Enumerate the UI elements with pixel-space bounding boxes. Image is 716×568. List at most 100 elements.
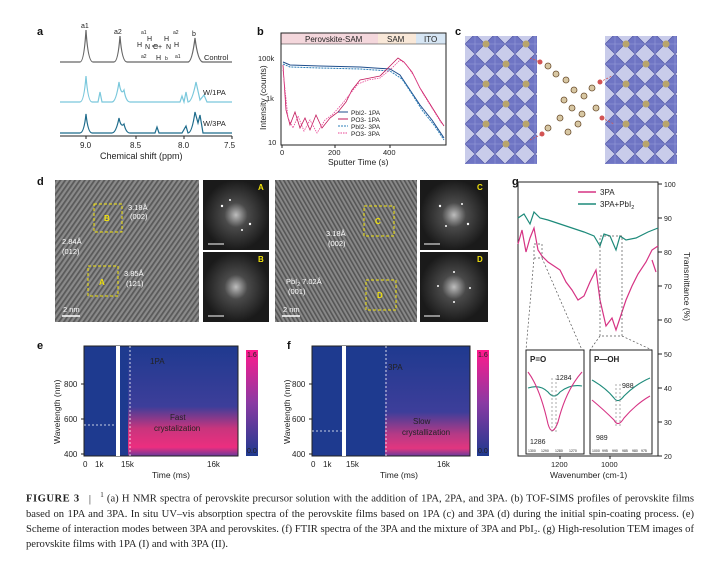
tem2-plane-1: (002) bbox=[328, 239, 346, 248]
fft-b bbox=[203, 252, 269, 322]
e-xtick-16k: 16k bbox=[207, 460, 221, 469]
ftir-ytick-60: 60 bbox=[664, 318, 672, 325]
nmr-xtick-85: 8.5 bbox=[130, 141, 142, 150]
roi-label-d: D bbox=[377, 291, 383, 300]
inset-po-tick-2: 1290 bbox=[541, 449, 549, 453]
inset-po-tick-4: 1270 bbox=[569, 449, 577, 453]
perovskite-block-right bbox=[605, 36, 677, 164]
panel-label-g: g bbox=[512, 176, 519, 188]
tem2-scale: 2 nm bbox=[283, 305, 300, 314]
e-cbar-min: 0.0 bbox=[247, 448, 257, 455]
fa-structure: a1 H H a2 H N C+ N H H b a2 a1 bbox=[137, 30, 181, 62]
region-perovskite-sam bbox=[281, 33, 378, 44]
e-annotation-1: Fast bbox=[170, 413, 186, 422]
perovskite-block-left bbox=[465, 36, 537, 164]
tem-image-3pa bbox=[275, 180, 417, 322]
caption-superscript: 1 bbox=[100, 491, 104, 499]
e-xtick-1k: 1k bbox=[95, 460, 104, 469]
ftir-legend-mix: 3PA+PbI2 bbox=[600, 200, 634, 211]
nmr-control-trace bbox=[60, 29, 232, 63]
nmr-label-1pa: W/1PA bbox=[203, 88, 226, 97]
f-ytick-400: 400 bbox=[292, 450, 306, 459]
e-ylabel: Wavelength (nm) bbox=[52, 379, 62, 444]
inset-poh-tick-4: 985 bbox=[622, 449, 628, 453]
inset-poh-tick-1: 1000 bbox=[592, 449, 600, 453]
panel-label-d: d bbox=[37, 176, 44, 188]
caption-separator: | bbox=[88, 493, 92, 505]
tem-image-1pa bbox=[55, 180, 199, 322]
ftir-legend-3pa: 3PA bbox=[600, 188, 615, 197]
ftir-ytick-100: 100 bbox=[664, 182, 676, 189]
f-ytick-800: 800 bbox=[292, 380, 306, 389]
ftir-ytick-40: 40 bbox=[664, 386, 672, 393]
inset-poh-v1: 988 bbox=[622, 383, 634, 390]
struct-a1-left: a1 bbox=[141, 30, 147, 36]
f-xtick-16k: 16k bbox=[437, 460, 451, 469]
legend-pbi2-3pa: PbI2- 3PA bbox=[351, 124, 381, 131]
ftir-ytick-90: 90 bbox=[664, 216, 672, 223]
f-series-label: 3PA bbox=[388, 363, 403, 372]
tem1-plane-2: (012) bbox=[62, 247, 80, 256]
nmr-peak-a2: a2 bbox=[114, 29, 122, 36]
legend-po3-3pa: PO3- 3PA bbox=[351, 131, 380, 138]
struct-h-b: H bbox=[156, 55, 161, 62]
fft-label-c: C bbox=[477, 183, 483, 192]
ftir-ytick-20: 20 bbox=[664, 454, 672, 461]
nmr-3pa-trace bbox=[60, 111, 232, 134]
nmr-peak-a1: a1 bbox=[81, 23, 89, 30]
roi-label-b: B bbox=[104, 214, 110, 223]
f-cbar-min: 0.0 bbox=[478, 448, 488, 455]
tof-ylabel: Intensity (counts) bbox=[258, 65, 268, 130]
nmr-xtick-8: 8.0 bbox=[178, 141, 190, 150]
struct-n-r: N bbox=[166, 44, 171, 51]
tof-xtick-200: 200 bbox=[328, 148, 341, 157]
tem1-plane-3: (121) bbox=[126, 279, 144, 288]
region-sam bbox=[378, 33, 416, 44]
tem1-d-spacing-1: 3.18Å bbox=[128, 203, 148, 212]
f-annotation-1: Slow bbox=[413, 417, 431, 426]
inset-poh-mix bbox=[591, 377, 651, 402]
region-ito bbox=[416, 33, 446, 44]
e-series-label: 1PA bbox=[150, 357, 165, 366]
struct-h-tr: H bbox=[164, 36, 169, 43]
inset-po-tick-3: 1280 bbox=[555, 449, 563, 453]
tem1-plane-1: (002) bbox=[130, 212, 148, 221]
struct-a2-right: a2 bbox=[173, 30, 179, 36]
fft-a bbox=[203, 180, 269, 250]
e-ytick-400: 400 bbox=[64, 450, 78, 459]
ftir-ytick-30: 30 bbox=[664, 420, 672, 427]
e-cbar-max: 1.6 bbox=[247, 352, 257, 359]
po3-1pa-line bbox=[282, 57, 445, 132]
tem2-plane-2: (001) bbox=[288, 287, 306, 296]
struct-n-l: N bbox=[145, 44, 150, 51]
ftir-ytick-50: 50 bbox=[664, 352, 672, 359]
po3-3pa-line bbox=[282, 59, 443, 134]
ftir-xtick-1200: 1200 bbox=[551, 460, 568, 469]
struct-h-l: H bbox=[137, 42, 142, 49]
panel-label-f: f bbox=[287, 340, 291, 352]
roi-label-c: C bbox=[375, 217, 381, 226]
inset-poh bbox=[589, 349, 653, 455]
inset-po-mix bbox=[527, 385, 583, 397]
ftir-3pa-trace bbox=[517, 225, 659, 332]
panel-label-e: e bbox=[37, 340, 44, 352]
tof-ytick-10: 10 bbox=[268, 138, 276, 147]
tof-ytick-1k: 1k bbox=[266, 94, 274, 103]
e-ytick-800: 800 bbox=[64, 380, 78, 389]
ftir-ytick-80: 80 bbox=[664, 250, 672, 257]
nmr-xtick-9: 9.0 bbox=[80, 141, 92, 150]
e-xtick-15k: 15k bbox=[121, 460, 135, 469]
pbi2-3pa-line bbox=[282, 63, 445, 141]
ftir-xtick-1000: 1000 bbox=[601, 460, 618, 469]
fft-label-b: B bbox=[258, 255, 264, 264]
tem2-pbi2-sub: 2 bbox=[297, 282, 300, 288]
legend-pbi2-1pa: PbI2- 1PA bbox=[351, 110, 381, 117]
inset-po-title: P=O bbox=[530, 355, 546, 364]
caption-text: (a) H NMR spectra of perovskite precurso… bbox=[26, 493, 695, 551]
roi-box-a bbox=[87, 265, 119, 297]
ftir-legend-mix-sub: 2 bbox=[631, 205, 634, 211]
legend-po3-1pa: PO3- 1PA bbox=[351, 117, 380, 124]
